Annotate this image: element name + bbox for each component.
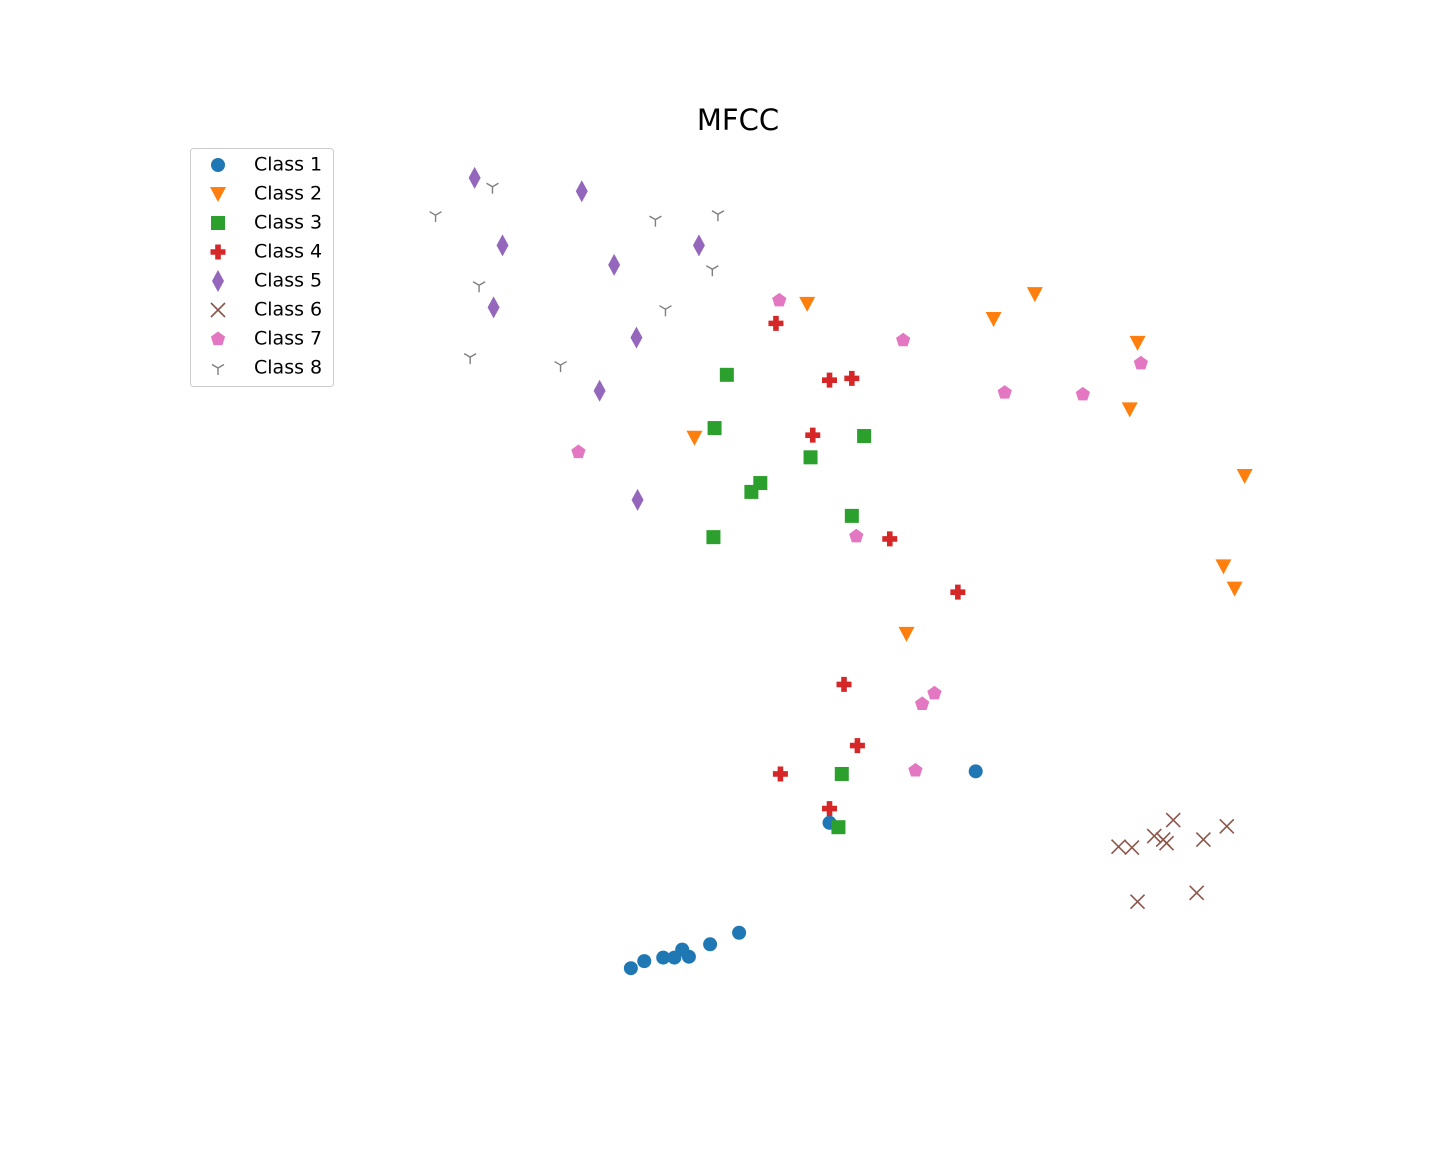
point <box>908 762 923 777</box>
point <box>593 379 606 402</box>
point <box>575 180 588 203</box>
legend-label: Class 7 <box>254 328 322 350</box>
point <box>667 950 682 965</box>
point <box>659 305 672 317</box>
point <box>1121 402 1138 418</box>
point <box>822 801 838 817</box>
point <box>1195 832 1211 848</box>
point <box>1158 835 1175 851</box>
point <box>623 961 638 976</box>
point <box>630 326 643 349</box>
point <box>1215 559 1232 575</box>
point <box>1236 468 1253 484</box>
legend-label: Class 5 <box>254 270 322 292</box>
legend-label: Class 2 <box>254 183 322 205</box>
point <box>822 372 838 388</box>
point <box>705 265 719 277</box>
point <box>1129 335 1146 351</box>
point <box>496 234 509 257</box>
point <box>836 676 852 692</box>
point <box>487 296 500 319</box>
point <box>463 352 477 365</box>
legend-label: Class 3 <box>254 212 322 234</box>
point <box>844 370 860 386</box>
point <box>849 738 865 754</box>
point <box>744 484 759 499</box>
point <box>468 166 481 189</box>
point <box>711 210 725 222</box>
point <box>486 182 499 194</box>
point <box>799 296 816 312</box>
point <box>1165 812 1181 828</box>
point <box>1026 287 1043 303</box>
point <box>768 315 784 331</box>
point <box>1189 885 1205 901</box>
point <box>1226 581 1243 597</box>
point <box>898 626 915 642</box>
point <box>1110 839 1127 855</box>
legend-marker <box>211 158 225 172</box>
point <box>1124 840 1140 856</box>
point <box>608 253 621 276</box>
point <box>554 360 567 373</box>
point <box>915 696 930 710</box>
point <box>882 531 898 547</box>
legend-marker <box>211 216 225 230</box>
point <box>1146 828 1162 844</box>
legend-frame <box>190 148 334 387</box>
legend-marker <box>212 270 224 292</box>
point <box>985 311 1002 327</box>
point <box>472 281 486 293</box>
point <box>834 766 849 781</box>
point <box>896 332 911 347</box>
legend-label: Class 6 <box>254 299 322 321</box>
legend-label: Class 1 <box>254 154 322 176</box>
point <box>707 421 722 436</box>
legend-marker <box>210 244 226 260</box>
point <box>831 820 846 835</box>
legend-label: Class 8 <box>254 357 322 379</box>
point <box>805 427 821 443</box>
point <box>631 488 644 511</box>
chart-title: MFCC <box>697 103 779 137</box>
point <box>1133 355 1149 370</box>
point <box>429 211 442 223</box>
point <box>803 450 818 465</box>
point <box>732 925 747 940</box>
point <box>1219 818 1235 834</box>
point <box>927 685 942 700</box>
point <box>997 385 1012 399</box>
point <box>571 444 586 459</box>
point <box>950 584 966 600</box>
point <box>968 764 983 779</box>
legend-marker <box>210 302 226 318</box>
legend-marker <box>210 331 226 346</box>
point <box>857 429 872 444</box>
point <box>772 766 788 782</box>
legend-label: Class 4 <box>254 241 322 263</box>
legend-marker <box>211 363 225 375</box>
legend-marker <box>210 187 226 202</box>
point <box>1075 386 1090 401</box>
point <box>637 954 652 969</box>
point <box>692 234 705 257</box>
point <box>706 530 721 545</box>
point <box>772 292 787 307</box>
point <box>703 937 718 952</box>
point <box>1129 894 1146 910</box>
point <box>719 367 734 382</box>
point <box>844 508 859 523</box>
point <box>849 528 864 543</box>
point <box>649 215 662 227</box>
legend: Class 1 Class 2 Class 3 Class 4 Class 5 Class… <box>190 148 334 387</box>
point <box>656 950 671 965</box>
point <box>686 430 703 446</box>
